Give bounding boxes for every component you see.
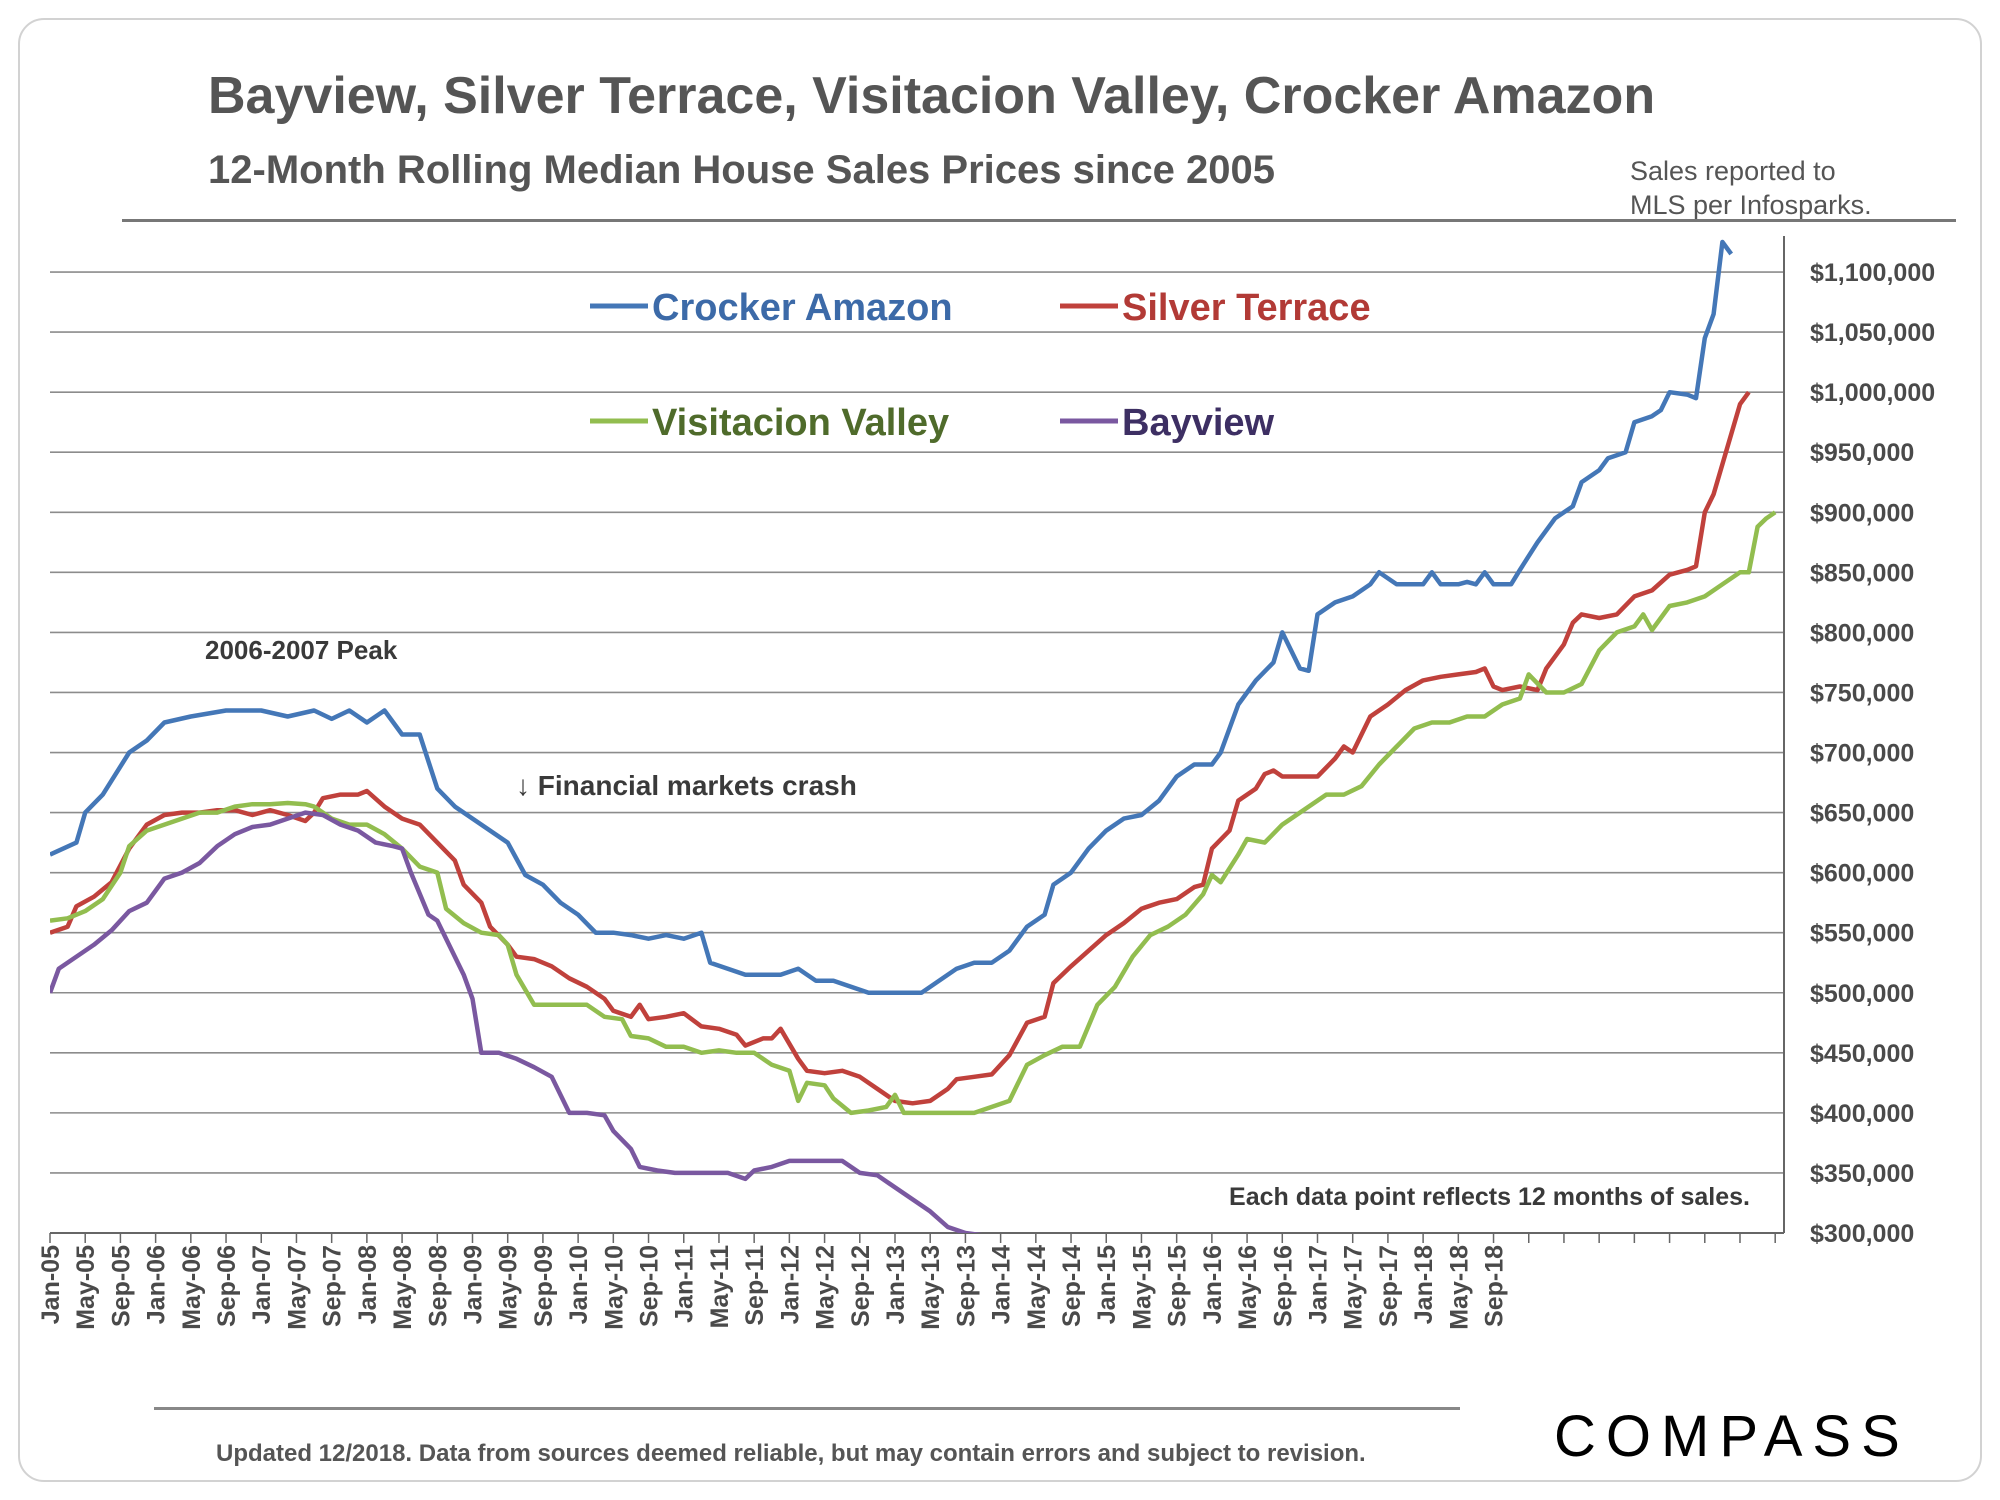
legend: Crocker Amazon Silver Terrace Visitacion V…	[590, 287, 1371, 444]
legend-label-silver: Silver Terrace	[1122, 287, 1371, 329]
axes: $300,000 $350,000 $400,000 $450,000 $500,000…	[37, 236, 1935, 1330]
x-tick-label: Sep-17	[1375, 1245, 1403, 1327]
legend-label-visitacion: Visitacion Valley	[652, 402, 949, 444]
x-tick-label: May-14	[1023, 1245, 1051, 1330]
y-tick-label: $850,000	[1810, 559, 1914, 587]
x-tick-label: Jan-15	[1093, 1245, 1121, 1324]
x-tick-label: May-13	[917, 1245, 945, 1330]
x-tick-label: Sep-05	[107, 1245, 135, 1327]
y-tick-label: $1,100,000	[1810, 259, 1935, 287]
x-tick-label: May-06	[178, 1245, 206, 1330]
x-tick-label: Sep-06	[213, 1245, 241, 1327]
y-tick-label: $1,050,000	[1810, 319, 1935, 347]
y-tick-label: $800,000	[1810, 619, 1914, 647]
x-tick-label: May-18	[1445, 1245, 1473, 1330]
x-tick-label: Jan-13	[882, 1245, 910, 1324]
y-tick-label: $400,000	[1810, 1100, 1914, 1128]
x-tick-label: Jan-07	[248, 1245, 276, 1324]
y-tick-label: $1,000,000	[1810, 379, 1935, 407]
x-tick-label: Sep-09	[530, 1245, 558, 1327]
x-tick-label: May-11	[706, 1245, 734, 1328]
x-tick-label: May-09	[495, 1245, 523, 1330]
x-tick-label: Jan-16	[1199, 1245, 1227, 1324]
series-line-crocker	[50, 239, 1734, 996]
header-divider	[122, 219, 1956, 222]
x-tick-label: Jan-09	[459, 1245, 487, 1324]
y-tick-label: $750,000	[1810, 679, 1914, 707]
series-line-bayview	[50, 810, 983, 1233]
y-tick-label: $350,000	[1810, 1160, 1914, 1188]
x-tick-label: May-15	[1128, 1245, 1156, 1330]
x-tick-label: Sep-13	[952, 1245, 980, 1327]
y-tick-label: $900,000	[1810, 499, 1914, 527]
source-note-line-2: MLS per Infosparks.	[1630, 190, 1872, 220]
y-tick-label: $600,000	[1810, 860, 1914, 888]
series-line-visitacion	[50, 510, 1777, 1116]
y-tick-label: $550,000	[1810, 920, 1914, 948]
series-lines	[50, 239, 1777, 1233]
x-tick-label: Sep-11	[741, 1245, 769, 1326]
x-tick-label: Jan-14	[988, 1245, 1016, 1324]
x-tick-label: May-16	[1234, 1245, 1262, 1330]
series-line-silver	[50, 390, 1751, 1106]
y-tick-label: $450,000	[1810, 1040, 1914, 1068]
compass-logo: COMPASS	[1554, 1404, 1910, 1469]
x-tick-label: May-05	[72, 1245, 100, 1330]
y-tick-label: $650,000	[1810, 800, 1914, 828]
chart-annotation: Each data point reflects 12 months of sa…	[1229, 1183, 1750, 1211]
x-tick-label: Jan-17	[1304, 1245, 1332, 1324]
chart-subtitle: 12-Month Rolling Median House Sales Pric…	[208, 148, 1276, 192]
footer-disclaimer: Updated 12/2018. Data from sources deeme…	[216, 1440, 1366, 1467]
x-tick-label: May-12	[812, 1245, 840, 1330]
source-note-line-1: Sales reported to	[1630, 156, 1836, 186]
x-tick-label: Jan-08	[354, 1245, 382, 1324]
x-tick-label: Jan-12	[776, 1245, 804, 1324]
y-tick-label: $950,000	[1810, 439, 1914, 467]
x-tick-label: May-08	[389, 1245, 417, 1330]
x-tick-label: Sep-12	[847, 1245, 875, 1327]
page-title: Bayview, Silver Terrace, Visitacion Vall…	[208, 67, 1656, 125]
x-tick-label: May-17	[1340, 1245, 1368, 1330]
x-tick-label: Sep-14	[1058, 1245, 1086, 1327]
x-tick-label: Jan-10	[565, 1245, 593, 1324]
y-tick-label: $500,000	[1810, 980, 1914, 1008]
x-tick-label: May-07	[283, 1245, 311, 1330]
x-tick-label: Sep-08	[424, 1245, 452, 1327]
y-tick-label: $700,000	[1810, 740, 1914, 768]
x-tick-label: Jan-11	[671, 1245, 699, 1323]
x-tick-label: Sep-10	[636, 1245, 664, 1327]
x-tick-label: Jan-05	[37, 1245, 65, 1324]
y-tick-label: $300,000	[1810, 1220, 1914, 1248]
x-tick-label: Sep-18	[1481, 1245, 1509, 1327]
x-tick-label: Sep-07	[319, 1245, 347, 1327]
source-note: Sales reported to MLS per Infosparks.	[1630, 154, 1872, 222]
x-tick-label: Jan-18	[1410, 1245, 1438, 1324]
chart-annotation: 2006-2007 Peak	[205, 635, 398, 665]
annotations: 2006-2007 Peak ↓ Financial markets crash E…	[205, 635, 1750, 1211]
x-tick-label: Sep-16	[1269, 1245, 1297, 1327]
legend-label-crocker: Crocker Amazon	[652, 287, 953, 329]
chart-annotation: ↓ Financial markets crash	[516, 770, 857, 801]
x-tick-label: Jan-06	[143, 1245, 171, 1324]
footer-divider	[154, 1407, 1460, 1410]
x-tick-label: Sep-15	[1164, 1245, 1192, 1327]
x-tick-label: May-10	[600, 1245, 628, 1330]
legend-label-bayview: Bayview	[1122, 402, 1275, 444]
